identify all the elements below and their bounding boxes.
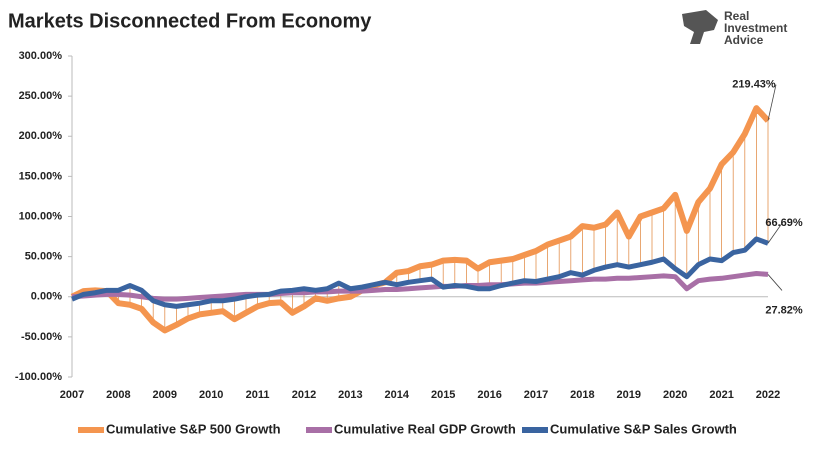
x-tick-label: 2021 (709, 389, 733, 401)
x-tick-label: 2014 (385, 389, 410, 401)
value-label: 219.43% (732, 79, 776, 91)
x-tick-label: 2009 (153, 389, 177, 401)
legend-label: Cumulative S&P Sales Growth (550, 421, 737, 436)
y-tick-label: -50.00% (21, 331, 62, 343)
x-tick-label: 2013 (338, 389, 362, 401)
label-leader (767, 84, 777, 121)
series-line (70, 105, 771, 334)
y-tick-label: -100.00% (15, 371, 62, 383)
value-label: 66.69% (765, 217, 803, 229)
x-tick-label: 2016 (477, 389, 501, 401)
chart-title: Markets Disconnected From Economy (8, 10, 372, 32)
x-tick-label: 2008 (106, 389, 130, 401)
x-tick-label: 2011 (246, 389, 270, 401)
y-tick-label: 100.00% (19, 210, 63, 222)
y-tick-label: 50.00% (25, 251, 63, 263)
x-tick-label: 2019 (617, 389, 641, 401)
x-tick-label: 2018 (570, 389, 594, 401)
y-tick-label: 150.00% (19, 170, 63, 182)
logo-icon (682, 10, 718, 44)
y-tick-label: 0.00% (31, 291, 62, 303)
value-label: 27.82% (765, 304, 803, 316)
series-line (71, 270, 769, 302)
y-tick-label: 200.00% (19, 130, 63, 142)
legend-label: Cumulative Real GDP Growth (334, 421, 516, 436)
label-leader (767, 223, 783, 244)
logo-text: Investment (724, 21, 787, 35)
logo-text: Advice (724, 33, 764, 47)
x-tick-label: 2007 (60, 389, 84, 401)
x-tick-label: 2017 (524, 389, 548, 401)
x-tick-label: 2020 (663, 389, 687, 401)
y-tick-label: 250.00% (19, 90, 63, 102)
x-tick-label: 2012 (292, 389, 316, 401)
x-tick-label: 2022 (756, 389, 780, 401)
series-line (71, 236, 769, 309)
x-tick-label: 2015 (431, 389, 455, 401)
logo-text: Real (724, 9, 749, 23)
label-leader (767, 274, 783, 291)
x-tick-label: 2010 (199, 389, 223, 401)
logo: Real Investment Advice (682, 9, 787, 47)
legend-label: Cumulative S&P 500 Growth (106, 421, 281, 436)
y-tick-label: 300.00% (19, 50, 63, 62)
